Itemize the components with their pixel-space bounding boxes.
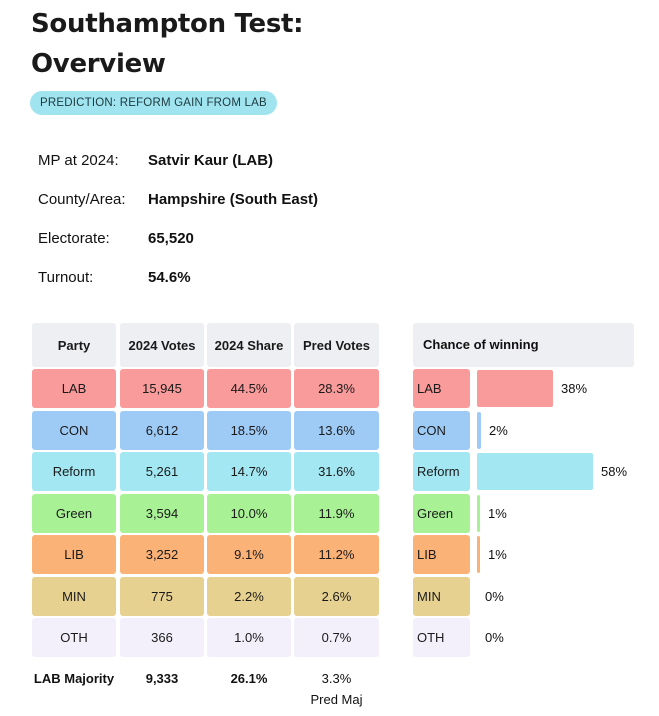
majority-votes: 9,333	[145, 671, 179, 686]
chance-bar	[477, 453, 593, 490]
party-cell: LIB	[32, 535, 116, 574]
page-title: Southampton Test: Overview	[31, 4, 304, 84]
column-header: 2024 Votes	[120, 323, 204, 367]
chance-bar	[477, 411, 481, 449]
table-cell: 13.6%	[294, 410, 379, 450]
table-cell: 18.5%	[207, 410, 291, 450]
party-cell: MIN	[32, 576, 116, 616]
table-cell: 5,261	[120, 452, 204, 491]
column-header: Party	[32, 323, 116, 367]
table-cell: 1.0%	[207, 618, 291, 657]
table-cell: 2.2%	[207, 576, 291, 616]
chance-percent: 58%	[601, 464, 628, 479]
table-cell: 11.9%	[294, 493, 379, 533]
table-cell: 9.1%	[207, 535, 291, 574]
info-label: Electorate:	[38, 230, 110, 247]
table-cell: 0.7%	[294, 618, 379, 657]
table-cell: 366	[120, 618, 204, 657]
chance-bar	[477, 536, 480, 573]
chance-party-label: LIB	[413, 535, 470, 574]
info-label: Turnout:	[38, 269, 94, 286]
chance-of-winning-header: Chance of winning	[413, 323, 634, 367]
chance-percent: 0%	[485, 588, 504, 604]
majority-share: 26.1%	[230, 671, 268, 686]
chance-percent: 38%	[561, 381, 588, 396]
party-cell: LAB	[32, 369, 116, 408]
chance-party-label: Reform	[413, 452, 470, 491]
party-cell: OTH	[32, 618, 116, 657]
majority-party-label: LAB Majority	[33, 671, 115, 686]
chance-percent: 1%	[488, 547, 507, 562]
table-cell: 3,594	[120, 493, 204, 533]
info-label: County/Area:	[38, 191, 126, 208]
column-header: 2024 Share	[207, 323, 291, 367]
chance-bar	[477, 494, 480, 532]
info-label: MP at 2024:	[38, 152, 119, 169]
chance-bar	[477, 370, 553, 407]
table-cell: 31.6%	[294, 452, 379, 491]
page-title-line-2: Overview	[31, 49, 166, 79]
predicted-majority-value: 3.3%	[321, 671, 352, 686]
table-cell: 14.7%	[207, 452, 291, 491]
party-cell: Reform	[32, 452, 116, 491]
party-cell: Green	[32, 493, 116, 533]
chance-party-label: OTH	[413, 618, 470, 657]
prediction-badge: PREDICTION: REFORM GAIN FROM LAB	[30, 91, 277, 115]
table-cell: 2.6%	[294, 576, 379, 616]
table-cell: 28.3%	[294, 369, 379, 408]
table-cell: 775	[120, 576, 204, 616]
info-value: 54.6%	[148, 269, 191, 286]
table-cell: 44.5%	[207, 369, 291, 408]
table-cell: 3,252	[120, 535, 204, 574]
predicted-majority-label: Pred Maj	[310, 692, 363, 707]
table-cell: 15,945	[120, 369, 204, 408]
info-value: Hampshire (South East)	[148, 191, 319, 208]
info-value: Satvir Kaur (LAB)	[148, 152, 274, 169]
predicted-majority: 3.3% Pred Maj	[294, 668, 379, 710]
chance-percent: 0%	[485, 630, 504, 645]
table-cell: 11.2%	[294, 535, 379, 574]
table-cell: 10.0%	[207, 493, 291, 533]
info-value: 65,520	[148, 230, 194, 247]
chance-party-label: CON	[413, 410, 470, 450]
chance-party-label: Green	[413, 493, 470, 533]
chance-percent: 2%	[489, 422, 508, 438]
chance-percent: 1%	[488, 505, 507, 521]
party-cell: CON	[32, 410, 116, 450]
chance-party-label: LAB	[413, 369, 470, 408]
column-header: Pred Votes	[294, 323, 379, 367]
chance-party-label: MIN	[413, 576, 470, 616]
page-title-line-1: Southampton Test:	[31, 9, 304, 39]
table-cell: 6,612	[120, 410, 204, 450]
